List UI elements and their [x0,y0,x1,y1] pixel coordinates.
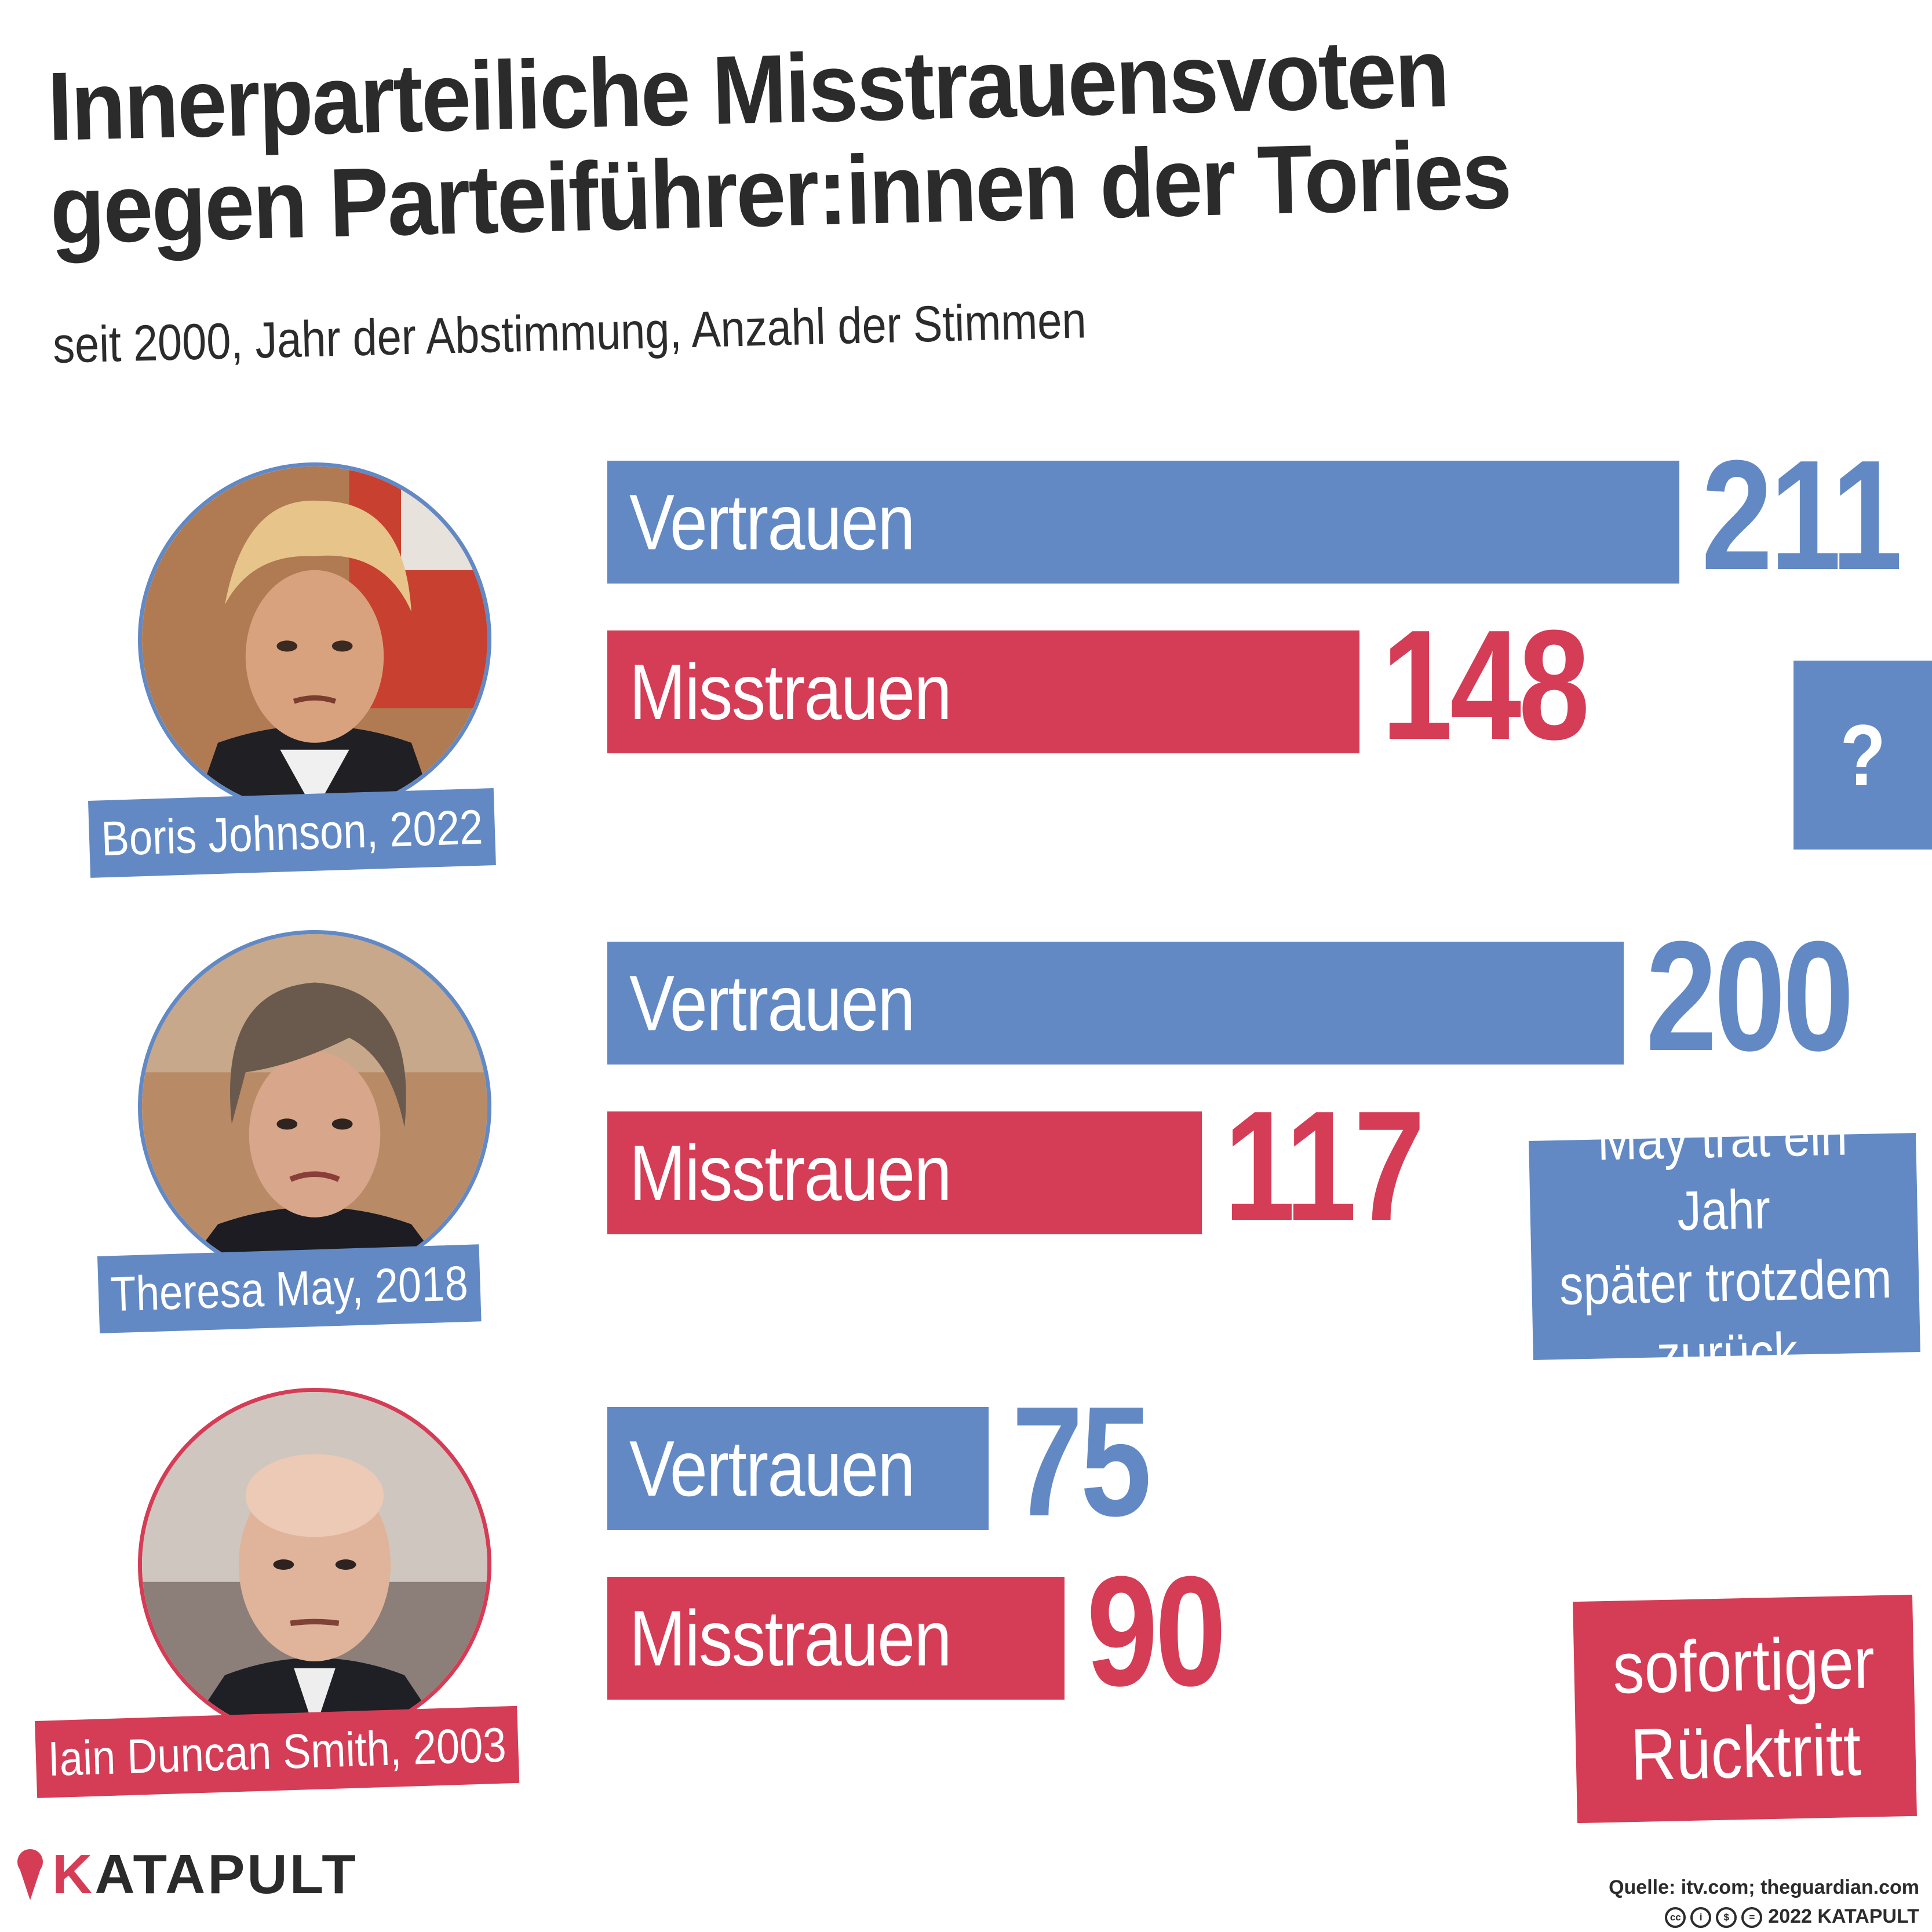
name-boris-johnson: Boris Johnson, 2022 [100,799,484,866]
katapult-icecream-icon [17,1849,43,1900]
name-theresa-may: Theresa May, 2018 [110,1255,469,1322]
portrait-theresa-may [138,930,491,1284]
source-text: Quelle: itv.com; theguardian.com [1609,1876,1919,1898]
name-tag-boris-johnson: Boris Johnson, 2022 [88,788,496,878]
nc-icon: $ [1716,1907,1737,1929]
bar-johnson-vertrauen: Vertrauen [607,461,1680,584]
bar-label-misstrauen: Misstrauen [629,1594,952,1682]
chart-title: Innerparteiliche Misstrauensvoten gegen … [46,14,1704,264]
portrait-boris-johnson [138,462,491,816]
bar-label-vertrauen: Vertrauen [629,1424,915,1512]
logo-text: ATAPULT [94,1843,358,1905]
theresa-may-illustration [142,934,487,1280]
outcome-may-line-2: später trotzdem [1558,1247,1893,1317]
katapult-logo: K ATAPULT [16,1843,358,1907]
value-johnson-misstrauen: 148 [1381,598,1590,772]
outcome-may-line-1: May trat ein Jahr [1596,1104,1848,1242]
bar-may-vertrauen: Vertrauen [607,942,1624,1065]
bar-may-misstrauen: Misstrauen [607,1111,1202,1234]
outcome-ids-line-1: sofortiger [1612,1621,1876,1709]
value-may-misstrauen: 117 [1224,1079,1425,1253]
value-ids-misstrauen: 90 [1087,1544,1226,1719]
bar-johnson-misstrauen: Misstrauen [607,630,1359,753]
value-ids-vertrauen: 75 [1012,1375,1151,1549]
name-tag-iain-duncan-smith: Iain Duncan Smith, 2003 [35,1705,520,1798]
outcome-ids: sofortiger Rücktritt [1573,1594,1917,1824]
bar-ids-vertrauen: Vertrauen [607,1407,989,1530]
outcome-johnson-text: ? [1840,706,1886,804]
iain-duncan-smith-illustration [142,1392,487,1737]
bar-label-misstrauen: Misstrauen [629,1129,952,1217]
bar-label-vertrauen: Vertrauen [629,478,915,566]
outcome-ids-line-2: Rücktritt [1630,1708,1862,1796]
boris-johnson-illustration [142,466,487,812]
chart-subtitle: seit 2000, Jahr der Abstimmung, Anzahl d… [52,291,1087,374]
name-tag-theresa-may: Theresa May, 2018 [97,1244,482,1333]
portrait-iain-duncan-smith [138,1388,491,1741]
bar-label-misstrauen: Misstrauen [629,648,952,736]
copyright-line: cc i $ = 2022 KATAPULT [1609,1902,1919,1931]
license-icons: cc i $ = [1665,1907,1763,1929]
source-block: Quelle: itv.com; theguardian.com cc i $ … [1609,1873,1919,1931]
copyright-text: 2022 KATAPULT [1768,1905,1919,1927]
bar-ids-misstrauen: Misstrauen [607,1577,1065,1700]
value-may-vertrauen: 200 [1646,909,1854,1084]
nd-icon: = [1741,1907,1763,1929]
outcome-may-line-3: zurück [1656,1321,1798,1387]
by-icon: i [1690,1907,1712,1929]
value-johnson-vertrauen: 211 [1701,428,1902,603]
bar-label-vertrauen: Vertrauen [629,959,915,1047]
outcome-johnson: ? [1794,661,1932,850]
outcome-may: May trat ein Jahr später trotzdem zurück [1529,1105,1920,1386]
name-iain-duncan-smith: Iain Duncan Smith, 2003 [47,1717,507,1787]
logo-initial: K [52,1843,95,1905]
cc-icon: cc [1665,1907,1686,1929]
